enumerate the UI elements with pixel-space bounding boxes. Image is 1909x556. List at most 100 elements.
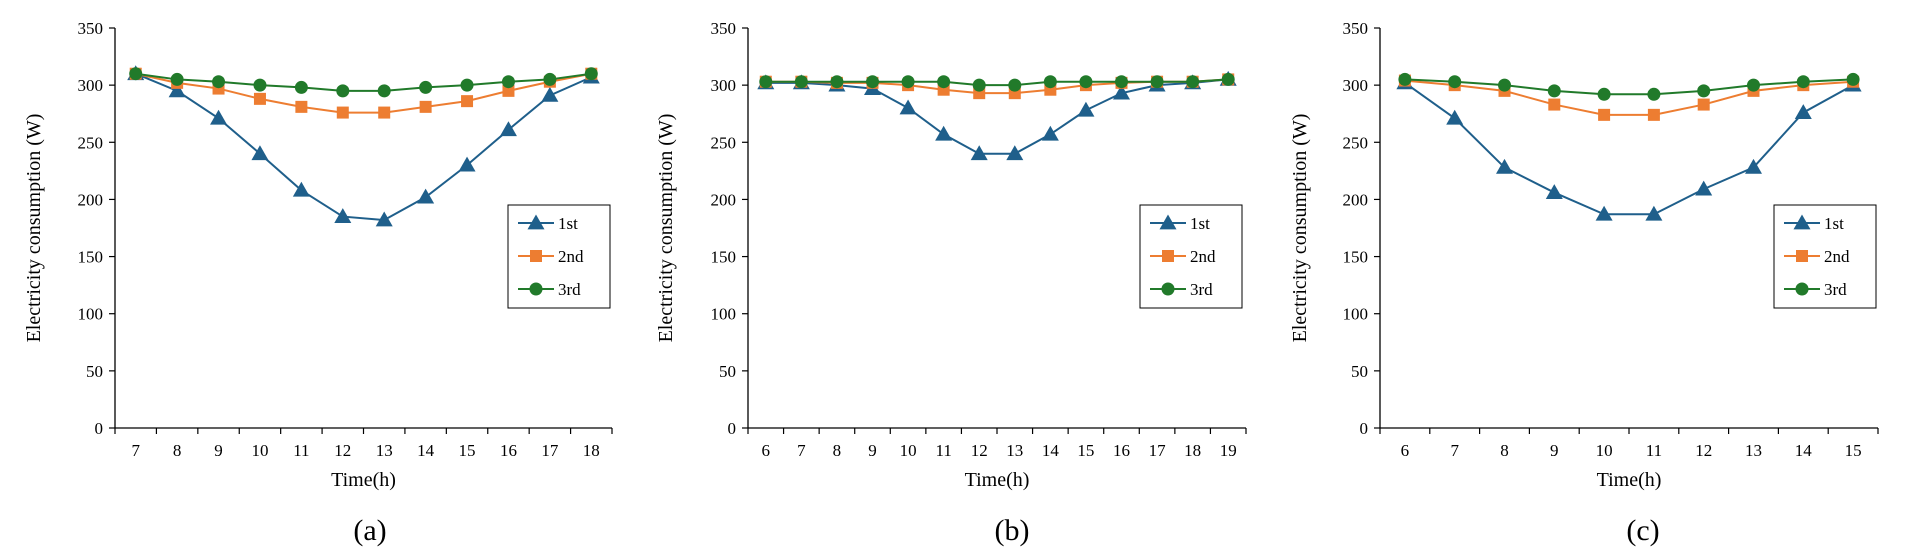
data-point-2nd (1548, 98, 1561, 111)
data-point-3rd (937, 75, 951, 89)
data-point-3rd (1008, 78, 1022, 92)
y-tick-label: 250 (78, 133, 104, 152)
data-point-1st (1595, 205, 1613, 221)
y-tick-label: 300 (1343, 76, 1369, 95)
legend-label-3rd: 3rd (558, 280, 581, 299)
chart-panel-2: 0 50 100 150 200 250 300 350 6 7 8 9 10 11 12 13 14 15 16 1… (655, 19, 1247, 547)
data-point-3rd (1150, 75, 1164, 89)
y-tick-label: 100 (711, 305, 737, 324)
legend-label-1st: 1st (1824, 214, 1844, 233)
y-tick-label: 350 (711, 19, 737, 38)
data-point-3rd (1079, 75, 1093, 89)
x-tick-label: 15 (459, 441, 476, 460)
x-tick-label: 7 (797, 441, 806, 460)
data-point-3rd (1796, 75, 1810, 89)
legend: 1st 2nd 3rd (1773, 204, 1877, 309)
panel-label: (b) (995, 514, 1030, 547)
data-point-3rd (377, 84, 391, 98)
x-tick-label: 8 (833, 441, 842, 460)
data-point-3rd (129, 67, 143, 81)
data-point-3rd (1498, 78, 1511, 92)
data-point-3rd (901, 75, 915, 89)
x-axis-title: Time(h) (331, 469, 396, 491)
y-tick-label: 300 (711, 76, 737, 95)
legend-marker-2nd (1162, 250, 1174, 262)
x-tick-label: 13 (1745, 441, 1762, 460)
legend-marker-2nd (1796, 250, 1808, 262)
legend-marker-3rd (1795, 282, 1809, 296)
legend-marker-3rd (529, 282, 543, 296)
y-tick-label: 350 (78, 19, 104, 38)
x-tick-label: 12 (971, 441, 988, 460)
y-tick-label: 0 (728, 419, 737, 438)
data-point-3rd (866, 75, 879, 89)
data-point-3rd (419, 80, 433, 94)
data-point-1st (251, 145, 269, 161)
data-point-1st (1041, 125, 1059, 141)
x-tick-label: 11 (935, 441, 951, 460)
data-point-2nd (419, 100, 432, 113)
y-axis-title: Electricity consumption (W) (655, 114, 677, 343)
x-tick-label: 18 (1184, 441, 1201, 460)
data-point-1st (334, 208, 352, 223)
data-point-3rd (294, 80, 308, 94)
data-point-3rd (1043, 75, 1057, 89)
x-tick-label: 10 (251, 441, 268, 460)
x-tick-label: 18 (583, 441, 600, 460)
data-point-1st (458, 156, 476, 172)
data-point-1st (1545, 184, 1563, 199)
data-point-3rd (1448, 75, 1462, 89)
legend-label-1st: 1st (1190, 214, 1210, 233)
y-tick-label: 150 (78, 248, 104, 267)
y-tick-label: 50 (1351, 362, 1368, 381)
x-tick-label: 15 (1845, 441, 1862, 460)
data-point-2nd (295, 100, 308, 113)
data-point-1st (1006, 145, 1024, 161)
data-point-3rd (212, 75, 226, 89)
x-tick-label: 13 (376, 441, 393, 460)
data-point-3rd (794, 75, 808, 89)
x-tick-label: 17 (1149, 441, 1167, 460)
data-point-1st (1695, 180, 1713, 196)
legend-marker-3rd (1161, 282, 1175, 296)
y-tick-label: 0 (95, 419, 104, 438)
x-axis-title: Time(h) (1597, 469, 1662, 491)
data-point-2nd (253, 92, 266, 105)
x-tick-label: 15 (1077, 441, 1094, 460)
data-point-3rd (1597, 87, 1611, 101)
x-tick-label: 14 (417, 441, 435, 460)
y-tick-label: 100 (1343, 305, 1369, 324)
data-point-3rd (170, 72, 184, 86)
data-point-1st (899, 99, 917, 115)
data-point-3rd (759, 75, 773, 89)
x-tick-label: 6 (1401, 441, 1410, 460)
data-point-2nd (461, 95, 474, 108)
legend-label-3rd: 3rd (1824, 280, 1847, 299)
y-tick-label: 200 (711, 190, 737, 209)
data-point-1st (1745, 158, 1762, 174)
legend: 1st 2nd 3rd (507, 204, 611, 309)
x-tick-label: 12 (334, 441, 351, 460)
x-tick-label: 14 (1795, 441, 1813, 460)
y-tick-label: 200 (1343, 190, 1369, 209)
x-tick-label: 8 (173, 441, 182, 460)
data-point-3rd (1398, 72, 1412, 86)
y-tick-label: 200 (78, 190, 104, 209)
legend-marker-1st (527, 214, 545, 230)
data-point-2nd (1697, 98, 1710, 111)
y-tick-label: 300 (78, 76, 104, 95)
x-tick-label: 8 (1500, 441, 1509, 460)
legend-marker-2nd (530, 250, 542, 262)
x-tick-label: 11 (1646, 441, 1662, 460)
y-axis-title: Electricity consumption (W) (23, 114, 45, 343)
data-point-2nd (1647, 108, 1660, 121)
panel-label: (a) (353, 514, 386, 547)
data-point-3rd (543, 72, 557, 86)
x-tick-label: 9 (214, 441, 223, 460)
y-axis-title: Electricity consumption (W) (1289, 114, 1311, 343)
data-point-2nd (1598, 108, 1611, 121)
x-tick-label: 6 (762, 441, 771, 460)
data-point-3rd (1115, 75, 1128, 89)
data-point-3rd (830, 75, 844, 89)
